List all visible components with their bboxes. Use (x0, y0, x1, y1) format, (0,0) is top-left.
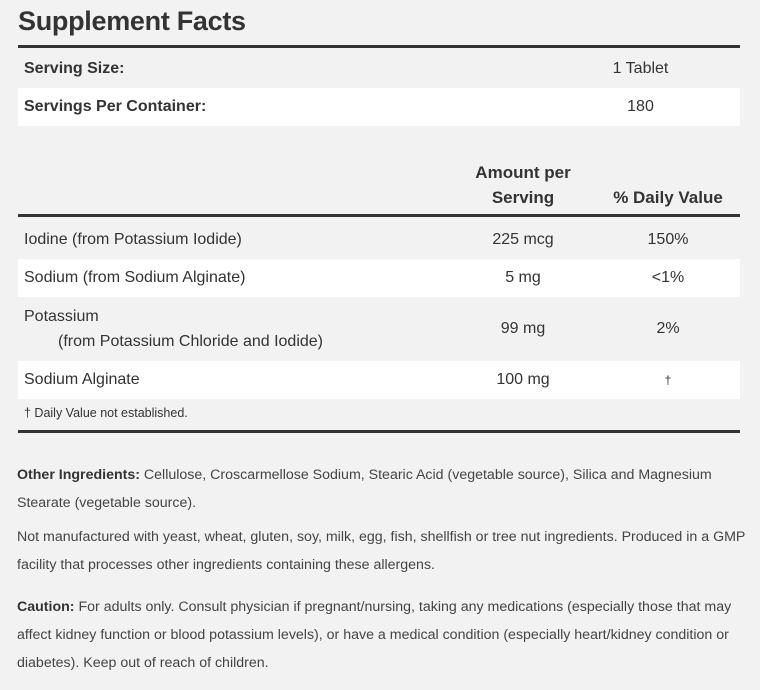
table-row: Potassium (from Potassium Chloride and I… (18, 297, 740, 361)
caution-label: Caution: (17, 599, 75, 615)
nutrient-dv: † (664, 373, 672, 387)
nutrient-name: Sodium Alginate (24, 371, 140, 388)
table-row: Sodium (from Sodium Alginate) 5 mg <1% (18, 259, 740, 297)
caution: Caution: For adults only. Consult physic… (17, 593, 747, 677)
divider (18, 214, 740, 217)
nutrient-amount: 225 mcg (492, 230, 554, 248)
servings-per-container-label: Servings Per Container: (24, 98, 207, 115)
nutrient-dv: 2% (656, 320, 680, 337)
nutrient-name: Potassium (24, 308, 99, 325)
nutrient-dv: <1% (651, 269, 685, 286)
serving-size-label: Serving Size: (24, 60, 125, 77)
nutrient-name-block: Potassium (from Potassium Chloride and I… (18, 304, 740, 354)
servings-per-container-row: Servings Per Container: 180 (18, 88, 740, 126)
table-row: Sodium Alginate 100 mg † (18, 361, 740, 399)
amount-header: Amount per Serving (453, 160, 593, 210)
other-ingredients-label: Other Ingredients: (17, 467, 140, 483)
daily-value-header: % Daily Value (613, 188, 723, 207)
nutrient-name: Iodine (from Potassium Iodide) (24, 230, 242, 248)
nutrient-dv: 150% (647, 230, 689, 248)
other-ingredients-text: Cellulose, Croscarmellose Sodium, Steari… (17, 467, 712, 511)
page-title: Supplement Facts (18, 6, 246, 36)
servings-per-container-value: 180 (627, 98, 654, 115)
nutrient-amount: 99 mg (500, 320, 546, 337)
amount-header-line2: Serving (491, 188, 555, 207)
serving-size-value: 1 Tablet (612, 60, 669, 77)
nutrient-amount: 5 mg (505, 269, 541, 286)
divider (18, 430, 740, 433)
nutrient-amount: 100 mg (496, 371, 550, 388)
caution-text: For adults only. Consult physician if pr… (17, 599, 732, 671)
footnote: † Daily Value not established. (24, 406, 188, 420)
table-row: Iodine (from Potassium Iodide) 225 mcg 1… (18, 220, 740, 259)
divider (18, 45, 740, 48)
amount-header-line1: Amount per (475, 163, 571, 182)
nutrient-source: (from Potassium Chloride and Iodide) (58, 333, 324, 350)
nutrient-name: Sodium (from Sodium Alginate) (24, 269, 246, 286)
allergen-note: Not manufactured with yeast, wheat, glut… (17, 529, 746, 573)
other-ingredients: Other Ingredients: Cellulose, Croscarmel… (17, 461, 747, 517)
serving-size-row: Serving Size: 1 Tablet (18, 50, 740, 88)
